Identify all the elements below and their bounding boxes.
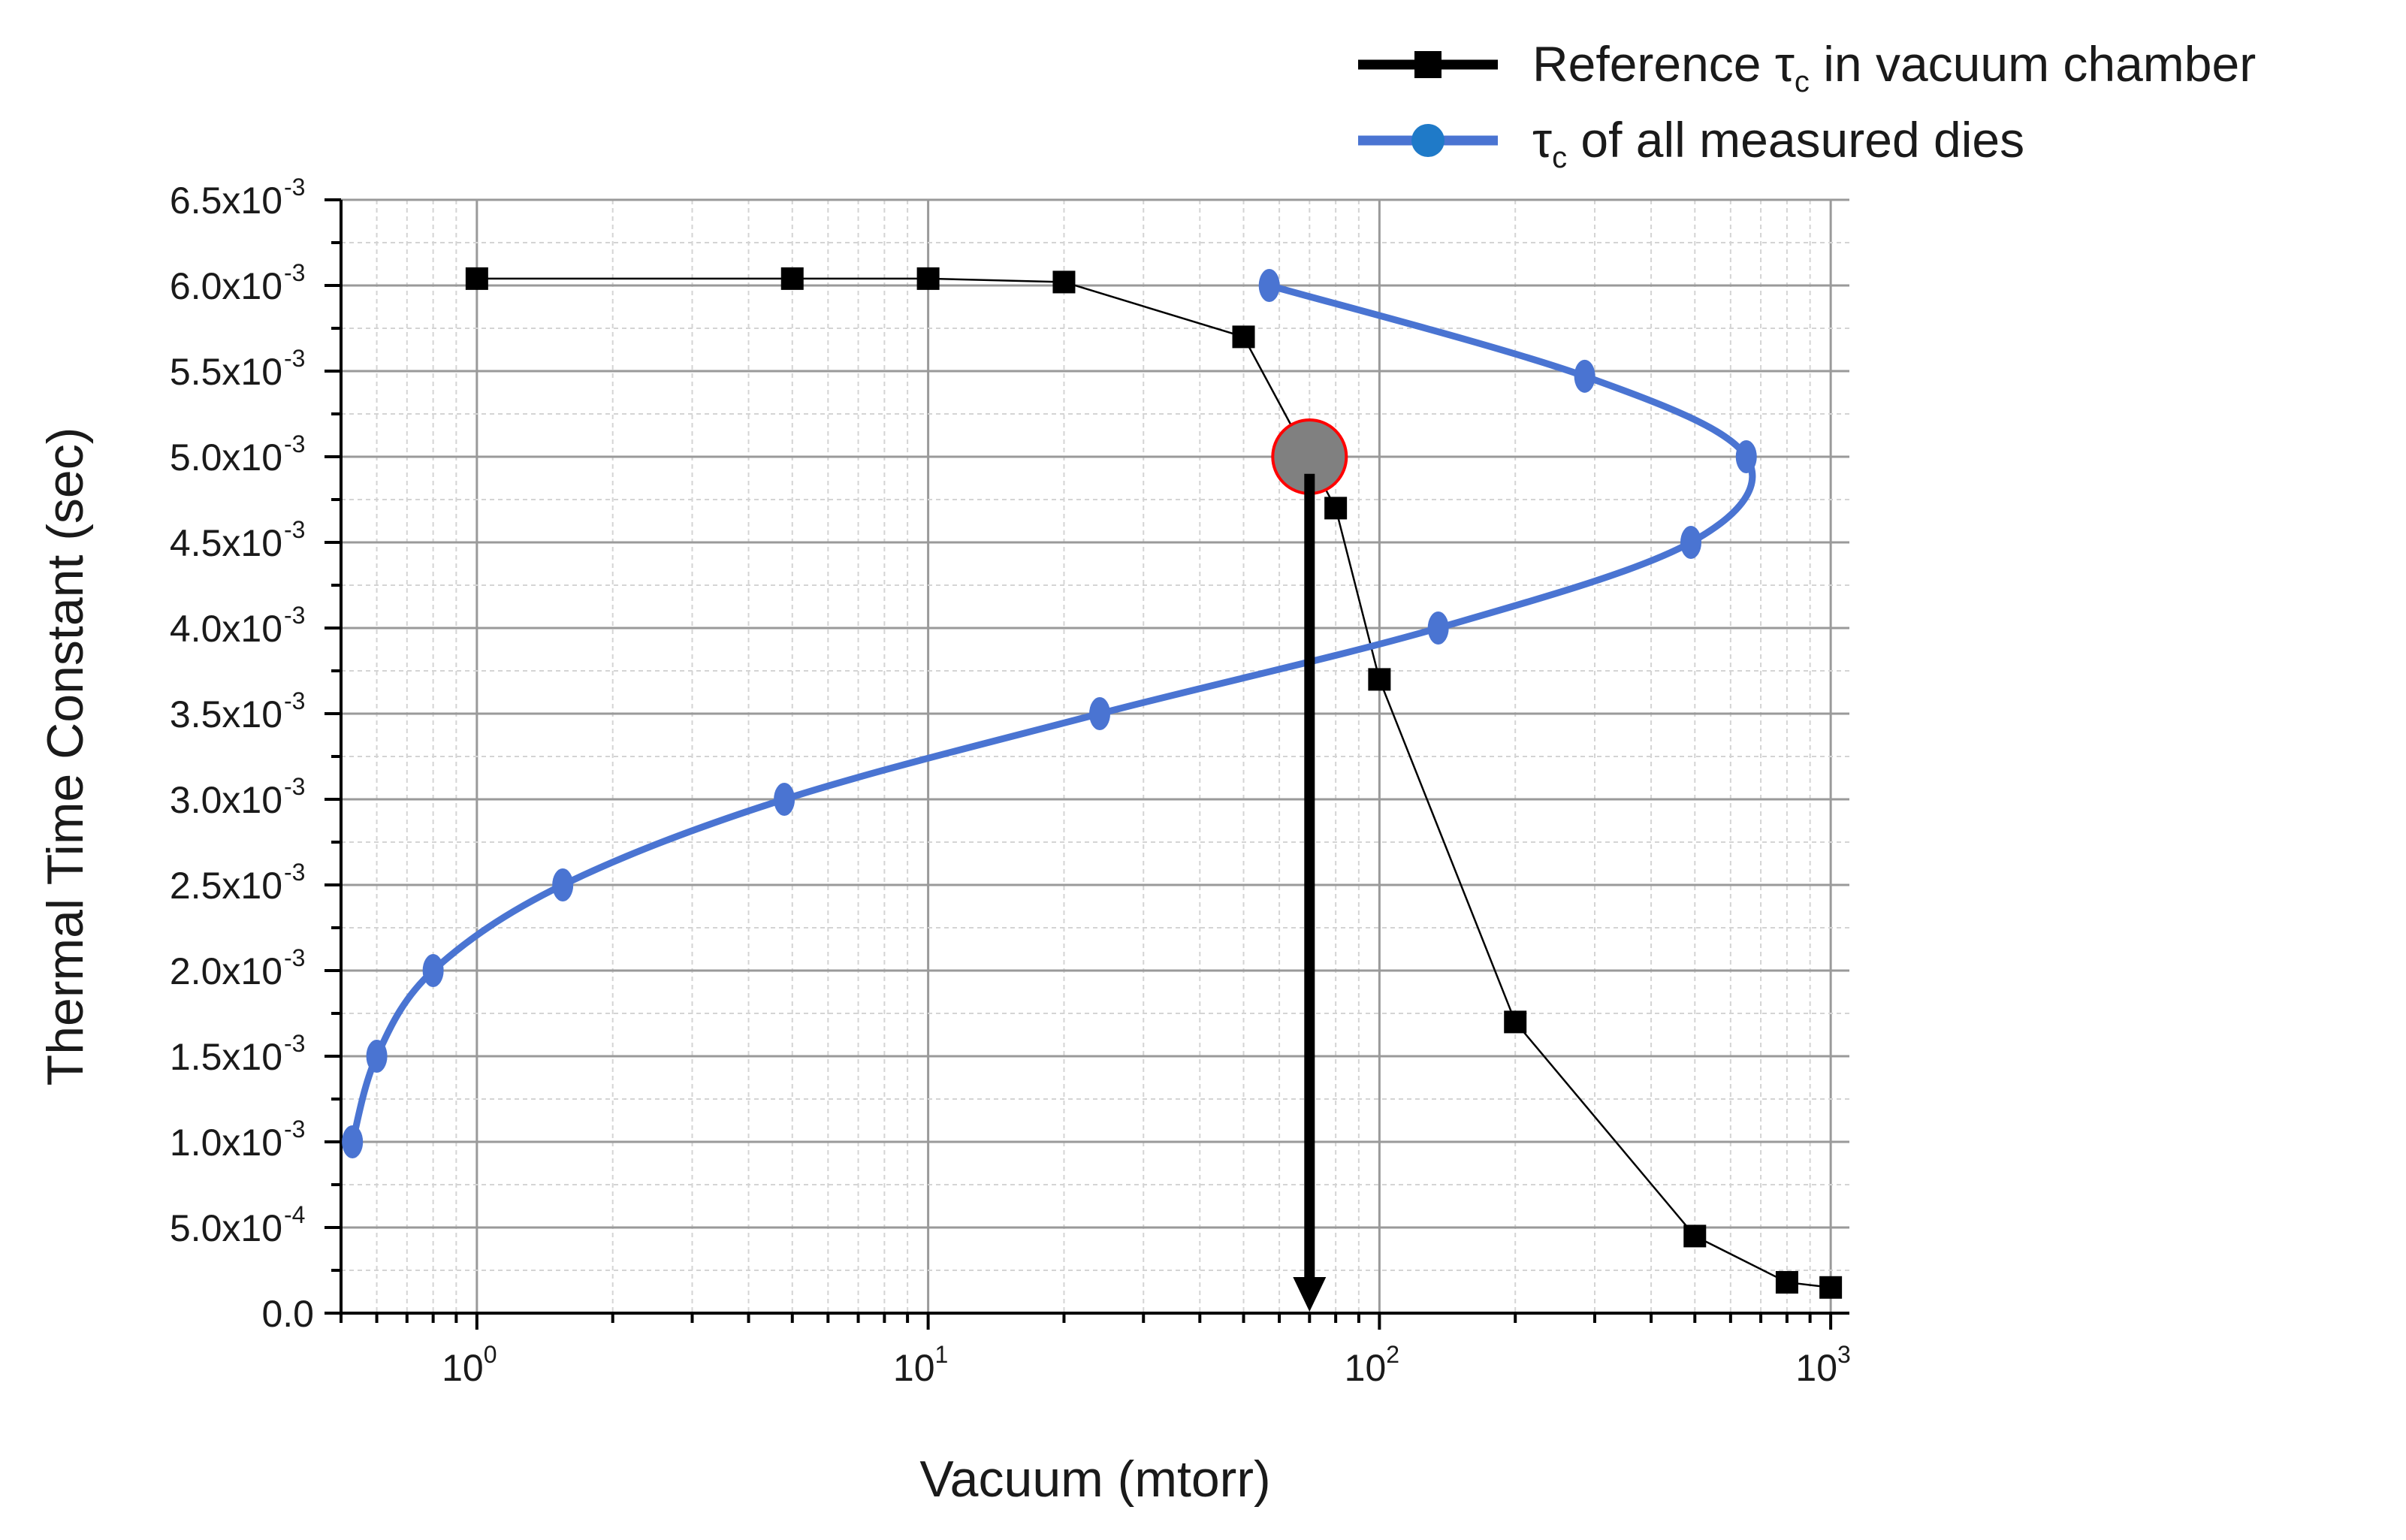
y-tick-exponent: -3 bbox=[284, 687, 305, 714]
y-tick-exponent: -4 bbox=[284, 1201, 305, 1228]
y-tick-exponent: -3 bbox=[284, 430, 305, 457]
y-tick-label: 3.5x10 bbox=[170, 693, 282, 735]
reference-data-point bbox=[1683, 1224, 1707, 1248]
x-tick-label: 100 bbox=[442, 1341, 497, 1389]
y-tick-label: 5.0x10 bbox=[170, 436, 282, 479]
legend-measured-label: τc of all measured dies bbox=[1532, 112, 2024, 174]
x-tick-label: 101 bbox=[893, 1341, 948, 1389]
y-tick-label: 3.0x10 bbox=[170, 779, 282, 821]
y-tick-label: 2.0x10 bbox=[170, 950, 282, 992]
legend-circle-marker bbox=[1411, 124, 1445, 157]
annotations bbox=[1271, 418, 1348, 1312]
y-tick-label: 6.0x10 bbox=[170, 265, 282, 307]
y-tick-label: 1.5x10 bbox=[170, 1036, 282, 1078]
reference-series-line bbox=[476, 277, 1831, 1289]
measured-dies-data-point bbox=[1427, 611, 1449, 645]
measured-dies-data-point bbox=[366, 1040, 388, 1073]
legend: Reference τc in vacuum chamber τc of all … bbox=[1358, 36, 2256, 174]
y-tick-label: 2.5x10 bbox=[170, 865, 282, 907]
reference-data-point bbox=[465, 267, 488, 290]
plot-series bbox=[342, 267, 1843, 1299]
measured-dies-data-point bbox=[552, 868, 574, 901]
y-tick-exponent: -3 bbox=[284, 516, 305, 543]
reference-data-point bbox=[1368, 668, 1391, 691]
measured-dies-data-point bbox=[422, 954, 444, 987]
reference-data-point bbox=[1504, 1010, 1527, 1034]
measured-dies-data-point bbox=[1574, 359, 1595, 393]
reference-data-point bbox=[1819, 1276, 1843, 1299]
y-tick-exponent: -3 bbox=[284, 259, 305, 286]
y-tick-exponent: -3 bbox=[284, 1116, 305, 1143]
y-tick-exponent: -3 bbox=[284, 1030, 305, 1057]
reference-data-point bbox=[780, 267, 804, 290]
y-tick-label: 5.5x10 bbox=[170, 351, 282, 393]
measured-dies-series-line bbox=[349, 282, 1756, 1146]
x-tick-label: 103 bbox=[1795, 1341, 1850, 1389]
x-tick-label: 102 bbox=[1345, 1341, 1399, 1389]
x-axis-title: Vacuum (mtorr) bbox=[919, 1451, 1270, 1508]
y-tick-label: 0.0 bbox=[261, 1293, 314, 1335]
reference-data-point bbox=[1775, 1270, 1798, 1294]
measured-dies-data-point bbox=[1680, 526, 1702, 559]
y-tick-label: 4.5x10 bbox=[170, 522, 282, 564]
arrow-head bbox=[1293, 1277, 1327, 1312]
reference-data-point bbox=[1052, 270, 1076, 294]
measured-dies-data-point bbox=[1735, 440, 1757, 473]
y-axis-title: Thermal Time Constant (sec) bbox=[37, 427, 94, 1086]
measured-dies-data-point bbox=[342, 1125, 364, 1158]
measured-dies-data-point bbox=[1089, 697, 1111, 730]
y-tick-label: 5.0x10 bbox=[170, 1207, 282, 1249]
y-tick-exponent: -3 bbox=[284, 773, 305, 800]
y-tick-label: 4.0x10 bbox=[170, 608, 282, 650]
legend-reference-label: Reference τc in vacuum chamber bbox=[1532, 36, 2256, 98]
y-tick-exponent: -3 bbox=[284, 944, 305, 971]
measured-dies-data-point bbox=[1258, 269, 1280, 302]
reference-data-point bbox=[1324, 497, 1348, 520]
grid-lines bbox=[340, 198, 1849, 1315]
y-tick-exponent: -3 bbox=[284, 602, 305, 629]
y-tick-exponent: -3 bbox=[284, 174, 305, 201]
measured-dies-data-point bbox=[774, 783, 795, 816]
reference-data-point bbox=[1232, 325, 1255, 349]
y-tick-exponent: -3 bbox=[284, 859, 305, 886]
legend-square-marker bbox=[1414, 51, 1441, 78]
y-tick-label: 1.0x10 bbox=[170, 1122, 282, 1164]
y-tick-label: 6.5x10 bbox=[170, 180, 282, 222]
reference-data-point bbox=[916, 267, 940, 290]
y-tick-exponent: -3 bbox=[284, 345, 305, 372]
